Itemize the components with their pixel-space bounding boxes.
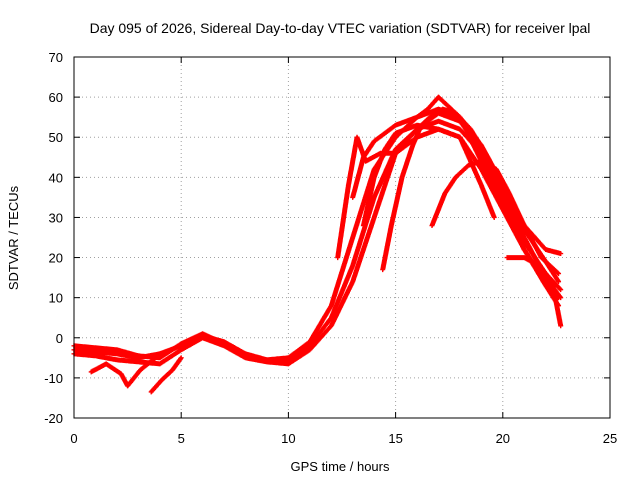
x-tick-label: 10: [281, 431, 295, 446]
plot-frame: [73, 56, 611, 419]
series-markers: [504, 255, 564, 329]
series-track-10: [88, 355, 158, 389]
series-track-11: [148, 355, 184, 395]
series-track-1: [71, 106, 564, 363]
y-tick-label: 0: [56, 331, 63, 346]
series-markers: [88, 355, 158, 389]
y-tick-label: -20: [44, 411, 63, 426]
y-axis-label: SDTVAR / TECUs: [6, 185, 21, 290]
series-track-5: [360, 122, 562, 301]
series-markers: [71, 106, 564, 363]
series-markers: [148, 355, 184, 395]
y-tick-label: 60: [49, 90, 63, 105]
series-track-6: [335, 126, 497, 261]
series-track-9: [504, 255, 564, 329]
series-markers: [335, 126, 497, 261]
y-tick-label: -10: [44, 371, 63, 386]
y-tick-label: 70: [49, 50, 63, 65]
x-tick-label: 5: [178, 431, 185, 446]
x-tick-label: 20: [496, 431, 510, 446]
x-tick-label: 0: [70, 431, 77, 446]
series-markers: [360, 122, 562, 301]
data-series: [71, 94, 564, 395]
series-markers: [429, 158, 562, 277]
series-track-8: [429, 158, 562, 277]
x-axis-label: GPS time / hours: [291, 459, 390, 474]
y-tick-label: 30: [49, 210, 63, 225]
x-tick-label: 25: [603, 431, 617, 446]
y-tick-label: 40: [49, 170, 63, 185]
x-tick-label: 15: [388, 431, 402, 446]
axis-ticks: 0 5 10 15 20 25 -20 -10 0 10 20 30 40 50 60 70: [44, 50, 617, 446]
y-tick-label: 50: [49, 130, 63, 145]
y-tick-label: 10: [49, 291, 63, 306]
y-tick-label: 20: [49, 251, 63, 266]
chart-title: Day 095 of 2026, Sidereal Day-to-day VTE…: [90, 20, 591, 36]
